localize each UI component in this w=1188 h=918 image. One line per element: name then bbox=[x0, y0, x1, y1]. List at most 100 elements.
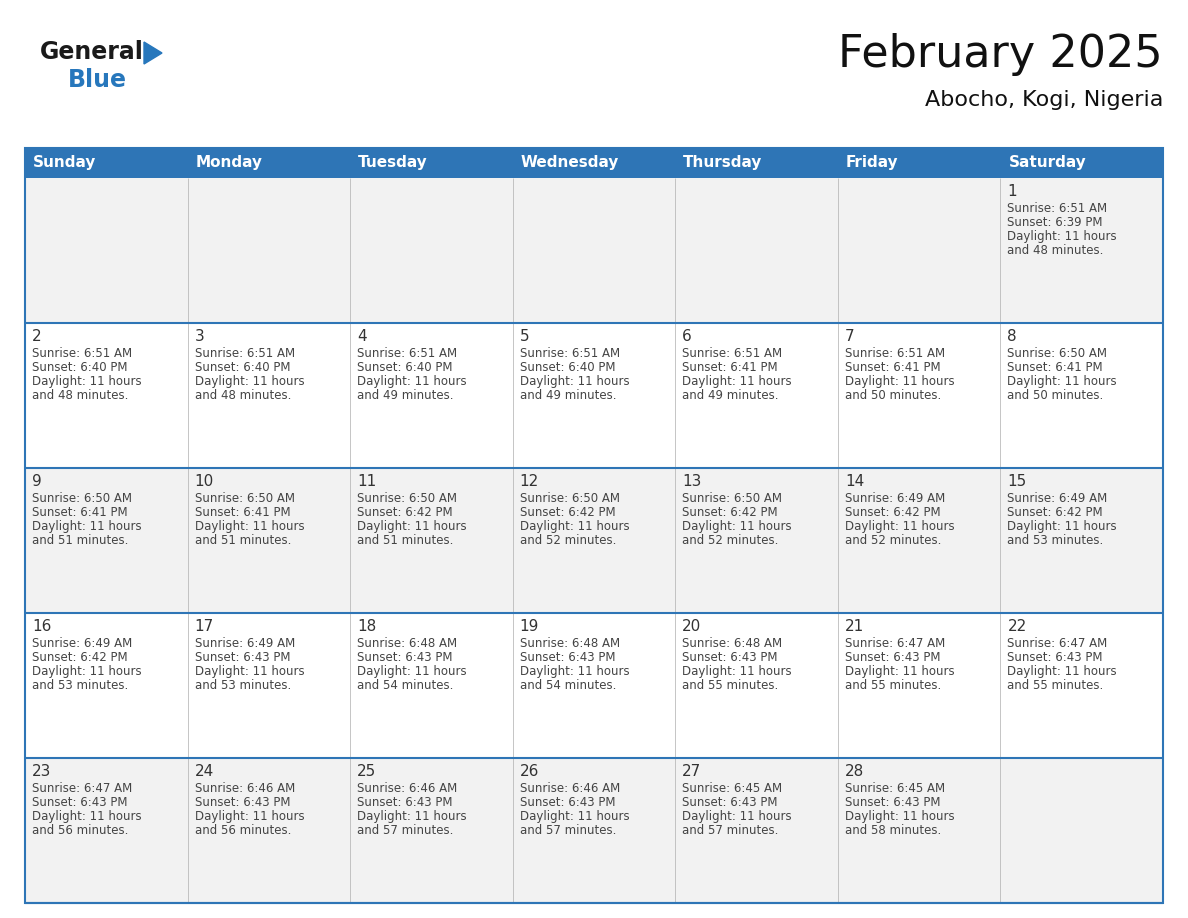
Text: Sunset: 6:42 PM: Sunset: 6:42 PM bbox=[358, 506, 453, 519]
Text: 7: 7 bbox=[845, 329, 854, 344]
Text: Sunrise: 6:50 AM: Sunrise: 6:50 AM bbox=[682, 492, 782, 505]
Text: Sunset: 6:43 PM: Sunset: 6:43 PM bbox=[358, 796, 453, 809]
Text: and 51 minutes.: and 51 minutes. bbox=[32, 534, 128, 547]
Text: Sunrise: 6:51 AM: Sunrise: 6:51 AM bbox=[519, 347, 620, 360]
Text: Daylight: 11 hours: Daylight: 11 hours bbox=[845, 665, 954, 678]
Text: Thursday: Thursday bbox=[683, 155, 763, 171]
Text: Daylight: 11 hours: Daylight: 11 hours bbox=[682, 665, 792, 678]
Text: Sunrise: 6:49 AM: Sunrise: 6:49 AM bbox=[1007, 492, 1107, 505]
Text: Sunset: 6:43 PM: Sunset: 6:43 PM bbox=[519, 651, 615, 664]
Text: Sunday: Sunday bbox=[33, 155, 96, 171]
Text: Abocho, Kogi, Nigeria: Abocho, Kogi, Nigeria bbox=[924, 90, 1163, 110]
Text: and 54 minutes.: and 54 minutes. bbox=[519, 679, 617, 692]
Text: 9: 9 bbox=[32, 474, 42, 489]
Text: and 52 minutes.: and 52 minutes. bbox=[845, 534, 941, 547]
Text: Daylight: 11 hours: Daylight: 11 hours bbox=[845, 810, 954, 823]
Text: Sunrise: 6:48 AM: Sunrise: 6:48 AM bbox=[358, 637, 457, 650]
Bar bbox=[25, 323, 1163, 468]
Text: Sunset: 6:43 PM: Sunset: 6:43 PM bbox=[32, 796, 127, 809]
Text: Daylight: 11 hours: Daylight: 11 hours bbox=[519, 375, 630, 388]
Text: Sunset: 6:43 PM: Sunset: 6:43 PM bbox=[195, 651, 290, 664]
Text: Sunset: 6:41 PM: Sunset: 6:41 PM bbox=[195, 506, 290, 519]
Text: Sunrise: 6:51 AM: Sunrise: 6:51 AM bbox=[1007, 202, 1107, 215]
Text: and 48 minutes.: and 48 minutes. bbox=[32, 389, 128, 402]
Text: Sunrise: 6:48 AM: Sunrise: 6:48 AM bbox=[519, 637, 620, 650]
Text: and 55 minutes.: and 55 minutes. bbox=[845, 679, 941, 692]
Text: and 48 minutes.: and 48 minutes. bbox=[195, 389, 291, 402]
Text: Sunrise: 6:51 AM: Sunrise: 6:51 AM bbox=[845, 347, 944, 360]
Text: 24: 24 bbox=[195, 764, 214, 779]
Text: and 48 minutes.: and 48 minutes. bbox=[1007, 244, 1104, 257]
Text: 6: 6 bbox=[682, 329, 693, 344]
Text: and 56 minutes.: and 56 minutes. bbox=[195, 824, 291, 837]
Text: and 49 minutes.: and 49 minutes. bbox=[358, 389, 454, 402]
Text: Daylight: 11 hours: Daylight: 11 hours bbox=[682, 520, 792, 533]
Text: 26: 26 bbox=[519, 764, 539, 779]
Text: 17: 17 bbox=[195, 619, 214, 634]
Text: Sunset: 6:43 PM: Sunset: 6:43 PM bbox=[682, 651, 778, 664]
Text: Daylight: 11 hours: Daylight: 11 hours bbox=[32, 375, 141, 388]
Text: Wednesday: Wednesday bbox=[520, 155, 619, 171]
Text: 27: 27 bbox=[682, 764, 702, 779]
Text: Sunset: 6:43 PM: Sunset: 6:43 PM bbox=[358, 651, 453, 664]
Text: Sunset: 6:43 PM: Sunset: 6:43 PM bbox=[845, 796, 941, 809]
Text: 22: 22 bbox=[1007, 619, 1026, 634]
Text: and 55 minutes.: and 55 minutes. bbox=[682, 679, 778, 692]
Text: Sunrise: 6:49 AM: Sunrise: 6:49 AM bbox=[32, 637, 132, 650]
Text: and 58 minutes.: and 58 minutes. bbox=[845, 824, 941, 837]
Text: 4: 4 bbox=[358, 329, 367, 344]
Text: Daylight: 11 hours: Daylight: 11 hours bbox=[1007, 230, 1117, 243]
Text: and 51 minutes.: and 51 minutes. bbox=[195, 534, 291, 547]
Text: Monday: Monday bbox=[196, 155, 263, 171]
Text: Sunrise: 6:46 AM: Sunrise: 6:46 AM bbox=[358, 782, 457, 795]
Text: Sunrise: 6:49 AM: Sunrise: 6:49 AM bbox=[845, 492, 946, 505]
Text: 5: 5 bbox=[519, 329, 530, 344]
Text: Sunrise: 6:46 AM: Sunrise: 6:46 AM bbox=[195, 782, 295, 795]
Text: Sunset: 6:42 PM: Sunset: 6:42 PM bbox=[682, 506, 778, 519]
Text: Sunrise: 6:51 AM: Sunrise: 6:51 AM bbox=[195, 347, 295, 360]
Text: Sunset: 6:43 PM: Sunset: 6:43 PM bbox=[845, 651, 941, 664]
Text: and 53 minutes.: and 53 minutes. bbox=[32, 679, 128, 692]
Text: Sunrise: 6:49 AM: Sunrise: 6:49 AM bbox=[195, 637, 295, 650]
Text: and 52 minutes.: and 52 minutes. bbox=[682, 534, 778, 547]
Text: and 53 minutes.: and 53 minutes. bbox=[1007, 534, 1104, 547]
Text: Daylight: 11 hours: Daylight: 11 hours bbox=[845, 375, 954, 388]
Text: Friday: Friday bbox=[846, 155, 898, 171]
Text: Tuesday: Tuesday bbox=[358, 155, 428, 171]
Text: Daylight: 11 hours: Daylight: 11 hours bbox=[358, 375, 467, 388]
Text: 16: 16 bbox=[32, 619, 51, 634]
Text: and 49 minutes.: and 49 minutes. bbox=[682, 389, 779, 402]
Text: Sunrise: 6:51 AM: Sunrise: 6:51 AM bbox=[682, 347, 783, 360]
Text: and 55 minutes.: and 55 minutes. bbox=[1007, 679, 1104, 692]
Text: Daylight: 11 hours: Daylight: 11 hours bbox=[32, 520, 141, 533]
Text: Sunset: 6:43 PM: Sunset: 6:43 PM bbox=[682, 796, 778, 809]
Text: Sunrise: 6:46 AM: Sunrise: 6:46 AM bbox=[519, 782, 620, 795]
Text: Sunset: 6:42 PM: Sunset: 6:42 PM bbox=[32, 651, 127, 664]
Text: Daylight: 11 hours: Daylight: 11 hours bbox=[1007, 375, 1117, 388]
Text: Daylight: 11 hours: Daylight: 11 hours bbox=[32, 665, 141, 678]
Text: Sunset: 6:42 PM: Sunset: 6:42 PM bbox=[845, 506, 941, 519]
Text: Sunrise: 6:50 AM: Sunrise: 6:50 AM bbox=[32, 492, 132, 505]
Bar bbox=[25, 178, 1163, 323]
Text: Sunset: 6:40 PM: Sunset: 6:40 PM bbox=[195, 361, 290, 374]
Text: Sunset: 6:42 PM: Sunset: 6:42 PM bbox=[519, 506, 615, 519]
Text: and 57 minutes.: and 57 minutes. bbox=[682, 824, 778, 837]
Text: Sunset: 6:43 PM: Sunset: 6:43 PM bbox=[1007, 651, 1102, 664]
Text: and 53 minutes.: and 53 minutes. bbox=[195, 679, 291, 692]
Text: 13: 13 bbox=[682, 474, 702, 489]
Text: and 56 minutes.: and 56 minutes. bbox=[32, 824, 128, 837]
Text: Daylight: 11 hours: Daylight: 11 hours bbox=[358, 810, 467, 823]
Text: Daylight: 11 hours: Daylight: 11 hours bbox=[1007, 520, 1117, 533]
Text: and 57 minutes.: and 57 minutes. bbox=[519, 824, 617, 837]
Text: Daylight: 11 hours: Daylight: 11 hours bbox=[519, 810, 630, 823]
Text: 11: 11 bbox=[358, 474, 377, 489]
Text: Sunrise: 6:50 AM: Sunrise: 6:50 AM bbox=[1007, 347, 1107, 360]
Text: 3: 3 bbox=[195, 329, 204, 344]
Text: Daylight: 11 hours: Daylight: 11 hours bbox=[358, 665, 467, 678]
Text: Sunset: 6:39 PM: Sunset: 6:39 PM bbox=[1007, 216, 1102, 229]
Text: and 49 minutes.: and 49 minutes. bbox=[519, 389, 617, 402]
Text: Daylight: 11 hours: Daylight: 11 hours bbox=[1007, 665, 1117, 678]
Text: Blue: Blue bbox=[68, 68, 127, 92]
Text: Sunrise: 6:47 AM: Sunrise: 6:47 AM bbox=[32, 782, 132, 795]
Text: Daylight: 11 hours: Daylight: 11 hours bbox=[845, 520, 954, 533]
